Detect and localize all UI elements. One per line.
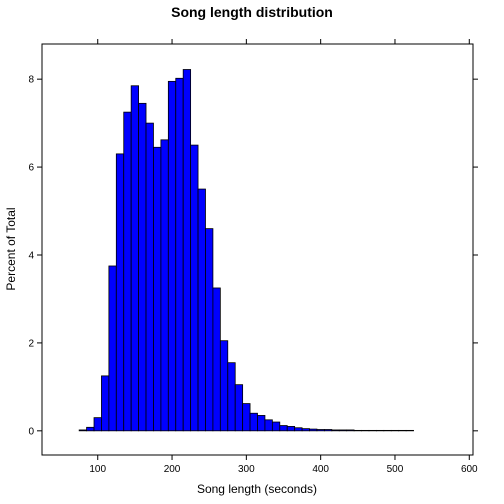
histogram-bar-30	[271, 421, 281, 432]
x-tick-label: 100	[89, 464, 106, 475]
x-tick-label: 600	[461, 464, 478, 475]
histogram-bar-15	[160, 139, 169, 432]
histogram-bar-31	[279, 425, 288, 432]
histogram-bar-13	[145, 122, 154, 432]
histogram-bar-8	[108, 265, 117, 432]
y-tick-label: 8	[28, 75, 34, 86]
plot-frame	[41, 43, 474, 456]
y-tick-label: 4	[28, 250, 34, 261]
x-tick-label: 200	[164, 464, 181, 475]
bars-group	[78, 69, 414, 432]
x-tick-label: 400	[312, 464, 329, 475]
y-axis-right	[473, 78, 478, 432]
x-axis-label: Song length (seconds)	[197, 482, 317, 496]
x-tick-label: 500	[387, 464, 404, 475]
histogram-bar-19	[190, 144, 199, 432]
histogram-bar-28	[257, 415, 266, 432]
y-tick-label: 0	[28, 426, 34, 437]
histogram-bar-38	[331, 429, 340, 432]
histogram-bar-17	[175, 77, 184, 432]
histogram-bar-7	[101, 375, 110, 432]
x-tick-label: 300	[238, 464, 255, 475]
histogram-bar-9	[115, 153, 125, 432]
y-tick-label: 6	[28, 163, 34, 174]
histogram-bar-27	[249, 412, 258, 432]
histogram-bar-35	[309, 428, 318, 432]
histogram-bar-20	[197, 188, 206, 432]
chart-title: Song length distribution	[171, 4, 333, 20]
histogram-bar-32	[286, 426, 296, 432]
y-axis-left: 0 2 4 6 8	[28, 75, 42, 437]
histogram-bar-29	[264, 419, 273, 432]
histogram-bar-16	[167, 80, 177, 432]
histogram-bar-6	[93, 417, 102, 432]
histogram-bar-34	[301, 428, 310, 432]
histogram-bar-14	[153, 146, 162, 432]
histogram-bar-37	[323, 429, 333, 432]
histogram-bar-39	[338, 429, 348, 432]
histogram-bar-26	[242, 403, 251, 432]
histogram-bar-33	[294, 427, 303, 432]
histogram-bar-23	[219, 340, 229, 432]
histogram-bar-25	[234, 384, 244, 432]
x-axis-bottom: 100 200 300 400 500 600	[89, 455, 478, 475]
x-axis-top	[97, 39, 470, 44]
histogram-bar-22	[212, 287, 221, 432]
y-axis-label: Percent of Total	[4, 207, 18, 290]
histogram-bar-18	[182, 69, 192, 432]
histogram-bar-4	[78, 429, 87, 432]
histogram-bar-40	[346, 429, 355, 432]
histogram-bar-36	[316, 429, 325, 432]
histogram-bar-5	[86, 426, 95, 432]
histogram-bar-10	[123, 111, 132, 432]
y-tick-label: 2	[28, 338, 34, 349]
histogram-bar-24	[227, 362, 236, 432]
histogram-bar-12	[138, 102, 147, 432]
histogram-bar-21	[205, 228, 214, 432]
histogram-bar-11	[130, 85, 139, 432]
